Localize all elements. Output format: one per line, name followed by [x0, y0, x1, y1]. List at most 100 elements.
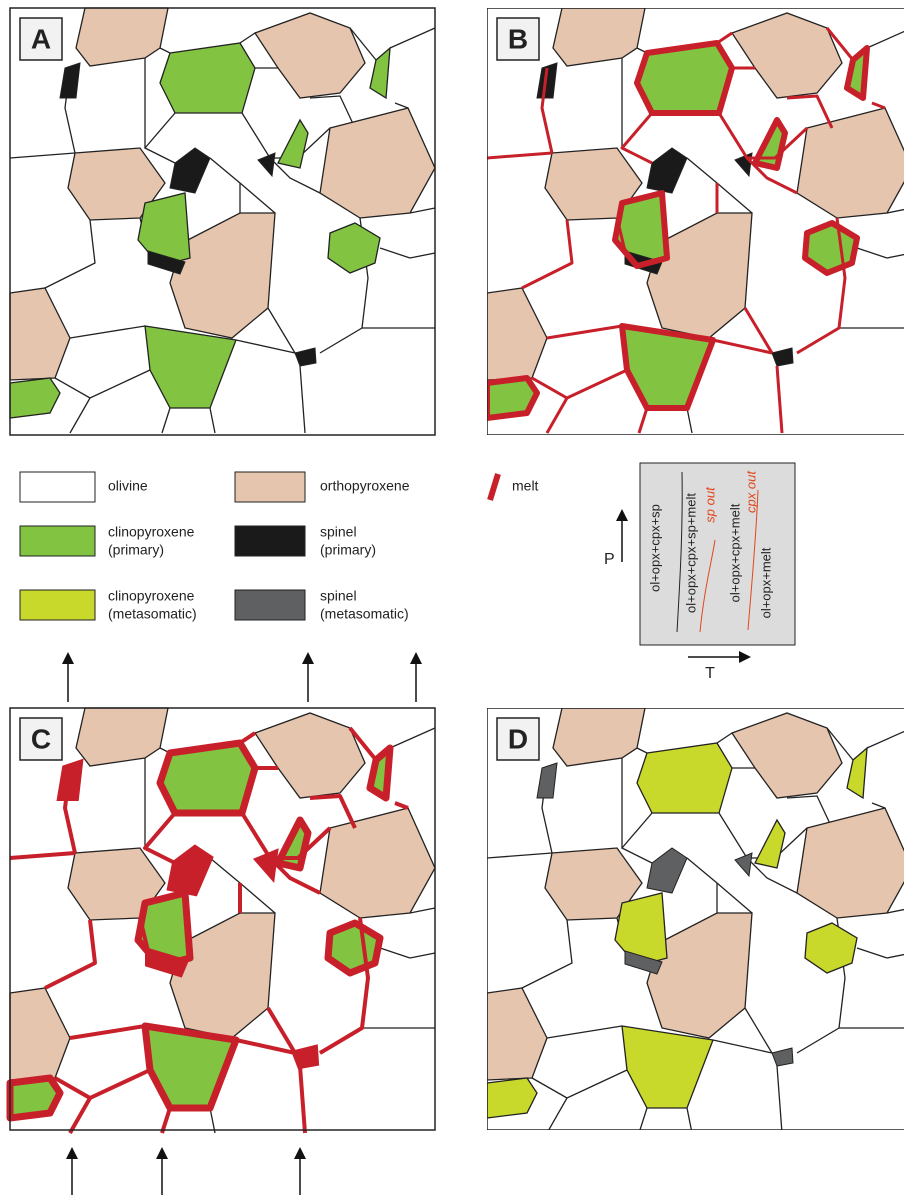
melt	[69, 1024, 146, 1040]
clinopyroxene	[804, 922, 858, 974]
spinel-swatch	[234, 525, 306, 557]
grain-boundary	[487, 852, 553, 859]
legend-label: clinopyroxene	[108, 588, 195, 604]
clinopyroxene	[621, 1025, 714, 1109]
orthopyroxene	[319, 107, 436, 219]
p-label: P	[604, 551, 615, 568]
phase-box	[639, 462, 796, 646]
melt-rim	[634, 40, 735, 116]
legend: olivine orthopyroxene melt clinopyroxene…	[19, 471, 539, 622]
orthopyroxene	[796, 807, 904, 919]
grain-boundary	[886, 208, 904, 214]
grain-boundary	[44, 219, 96, 289]
grain-boundary	[712, 1039, 773, 1054]
clinopyroxene	[144, 325, 237, 409]
orthopyroxene	[646, 212, 753, 339]
melt	[717, 112, 809, 160]
grain-boundary	[866, 730, 904, 749]
melt	[743, 307, 774, 354]
grain-boundary	[866, 30, 904, 49]
grain-boundary	[856, 247, 888, 259]
orthopyroxene	[552, 708, 646, 767]
orthopyroxene	[254, 712, 366, 799]
cpx-out-line	[747, 489, 759, 631]
clinopyroxene	[159, 42, 256, 114]
panel: A	[9, 7, 436, 436]
spinel-meta-swatch	[234, 589, 306, 621]
melt	[143, 811, 177, 865]
spinel	[536, 762, 558, 799]
grain-boundary	[389, 27, 436, 49]
grain-boundary	[521, 919, 573, 989]
grain-boundary	[269, 157, 321, 194]
grain-boundary	[379, 947, 411, 959]
melt-rim	[802, 220, 860, 276]
melt	[786, 94, 834, 129]
clinopyroxene	[327, 222, 381, 274]
grain-boundary	[349, 27, 377, 61]
melt-rim	[274, 816, 312, 872]
melt	[521, 219, 574, 290]
solidus	[676, 471, 683, 633]
grain-boundary	[886, 253, 904, 259]
melt-rim	[366, 744, 394, 802]
legend-label: spinel	[320, 524, 357, 540]
grain-boundary	[686, 1107, 693, 1130]
melt-rim	[487, 375, 540, 421]
grain-boundary	[886, 908, 904, 914]
spinel	[257, 152, 276, 178]
grain-boundary	[235, 339, 296, 354]
orthopyroxene	[169, 212, 276, 339]
grain-boundary	[69, 325, 146, 339]
spinel	[734, 852, 753, 878]
melt	[871, 101, 886, 110]
grains	[6, 707, 436, 1134]
grain-boundary	[389, 727, 436, 749]
spinel	[624, 950, 663, 975]
grain-boundary	[826, 727, 854, 761]
melt-rim	[612, 190, 670, 269]
grain-boundary	[159, 47, 171, 54]
orthopyroxene	[646, 912, 753, 1039]
cpx-swatch	[19, 525, 96, 557]
orthopyroxene	[487, 987, 548, 1081]
spinel	[771, 347, 794, 367]
panel-label: D	[508, 723, 528, 754]
panels: A B C D	[6, 7, 904, 1134]
spinel	[169, 147, 211, 194]
opx-swatch	[234, 471, 306, 503]
grain-boundary	[746, 857, 798, 894]
melt	[716, 31, 733, 45]
grain-boundary	[856, 947, 888, 959]
grain-boundary	[786, 795, 833, 829]
grain-boundary	[871, 802, 886, 809]
spinel	[646, 847, 688, 894]
clinopyroxene	[487, 1077, 538, 1119]
label-box	[496, 17, 540, 61]
grains	[9, 7, 436, 435]
orthopyroxene	[67, 147, 166, 221]
boundary-label: cpx out	[743, 470, 758, 513]
melt	[298, 1065, 307, 1134]
grain-boundary	[546, 1025, 623, 1039]
phase-diagram: P T ol+opx+cpx+sp ol+opx+cpx+sp+melt sp …	[604, 462, 796, 682]
field-label: ol+opx+cpx+sp	[647, 504, 662, 592]
olivine-swatch	[19, 471, 96, 503]
label-box	[19, 17, 63, 61]
melt	[394, 801, 409, 810]
spinel	[294, 347, 317, 367]
grain-boundary	[267, 307, 296, 354]
grains	[487, 8, 904, 435]
spinel	[147, 250, 186, 275]
legend-label: (metasomatic)	[108, 606, 197, 622]
grain-boundary	[299, 365, 306, 434]
melt	[44, 919, 97, 990]
orthopyroxene	[254, 12, 366, 99]
orthopyroxene	[731, 712, 843, 799]
cpx-meta-swatch	[19, 589, 96, 621]
grain-boundary	[209, 407, 216, 434]
grain-boundary	[716, 732, 733, 744]
grain-boundary	[409, 207, 436, 214]
clinopyroxene	[846, 746, 868, 800]
